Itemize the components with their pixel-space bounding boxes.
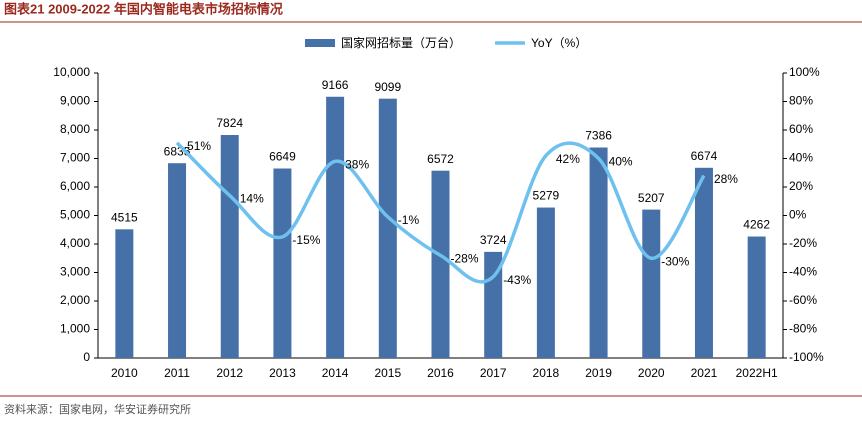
bar-value-label: 9166 (322, 78, 349, 92)
y2-tick-label: -80% (789, 322, 817, 336)
bar-value-label: 5207 (638, 191, 665, 205)
x-tick-label: 2010 (111, 366, 138, 380)
line-value-label: 14% (240, 192, 264, 206)
x-tick-label: 2020 (638, 366, 665, 380)
bar-value-label: 7824 (216, 116, 243, 130)
line-value-label: 42% (556, 152, 580, 166)
bar (694, 167, 713, 358)
x-tick-label: 2019 (585, 366, 612, 380)
y2-tick-label: -40% (789, 265, 817, 279)
bar (589, 147, 608, 358)
y-tick-label: 9,000 (60, 94, 90, 108)
line-value-label: 28% (714, 172, 738, 186)
x-tick-label: 2022H1 (736, 366, 778, 380)
y-tick-label: 10,000 (53, 65, 90, 79)
y2-tick-label: -100% (789, 350, 824, 364)
y2-tick-label: 40% (789, 151, 813, 165)
bar-value-label: 4262 (743, 218, 770, 232)
y2-tick-label: 60% (789, 122, 813, 136)
x-tick-label: 2013 (269, 366, 296, 380)
bar (220, 135, 239, 358)
x-tick-label: 2017 (480, 366, 507, 380)
bar-value-label: 6674 (691, 149, 718, 163)
y2-tick-label: -60% (789, 293, 817, 307)
y2-tick-label: 20% (789, 179, 813, 193)
bar (168, 163, 187, 358)
y-tick-label: 5,000 (60, 208, 90, 222)
bar-value-label: 9099 (374, 80, 401, 94)
source: 资料来源：国家电网，华安证券研究所 (4, 402, 191, 416)
y-tick-label: 4,000 (60, 236, 90, 250)
legend-label: YoY（%） (531, 36, 587, 50)
line-value-label: -28% (451, 252, 479, 266)
bar-value-label: 3724 (480, 233, 507, 247)
bar (115, 229, 134, 358)
x-tick-label: 2015 (374, 366, 401, 380)
line-value-label: 40% (609, 155, 633, 169)
x-tick-label: 2014 (322, 366, 349, 380)
chart-title: 图表21 2009-2022 年国内智能电表市场招标情况 (4, 1, 283, 16)
line-value-label: 51% (187, 139, 211, 153)
x-tick-label: 2012 (216, 366, 243, 380)
y-tick-label: 3,000 (60, 265, 90, 279)
bar-value-label: 6572 (427, 152, 454, 166)
y2-tick-label: -20% (789, 236, 817, 250)
bar (536, 207, 555, 358)
bar (431, 170, 450, 358)
y-tick-label: 2,000 (60, 293, 90, 307)
y-tick-label: 0 (83, 350, 90, 364)
legend-label: 国家网招标量（万台） (341, 35, 461, 50)
x-tick-label: 2011 (164, 366, 190, 380)
y2-tick-label: 0% (789, 208, 807, 222)
bar-value-label: 4515 (111, 210, 138, 224)
x-tick-label: 2018 (533, 366, 560, 380)
y-tick-label: 1,000 (60, 322, 90, 336)
line-value-label: -43% (503, 273, 531, 287)
bar (378, 98, 397, 358)
bar-value-label: 7386 (585, 129, 612, 143)
y-tick-label: 6,000 (60, 179, 90, 193)
bar-value-label: 5279 (533, 189, 560, 203)
y2-tick-label: 100% (789, 65, 820, 79)
x-tick-label: 2016 (427, 366, 454, 380)
y-tick-label: 8,000 (60, 122, 90, 136)
x-tick-label: 2021 (691, 366, 718, 380)
bar (747, 236, 766, 358)
bar-value-label: 6649 (269, 150, 296, 164)
line-value-label: -30% (661, 254, 689, 268)
line-value-label: 38% (345, 158, 369, 172)
y2-tick-label: 80% (789, 94, 813, 108)
bar (326, 96, 345, 359)
y-tick-label: 7,000 (60, 151, 90, 165)
line (175, 141, 706, 284)
line-value-label: -15% (292, 233, 320, 247)
line-value-label: -1% (398, 213, 420, 227)
legend-swatch (305, 39, 335, 47)
bar (273, 168, 292, 358)
bar (642, 209, 661, 358)
